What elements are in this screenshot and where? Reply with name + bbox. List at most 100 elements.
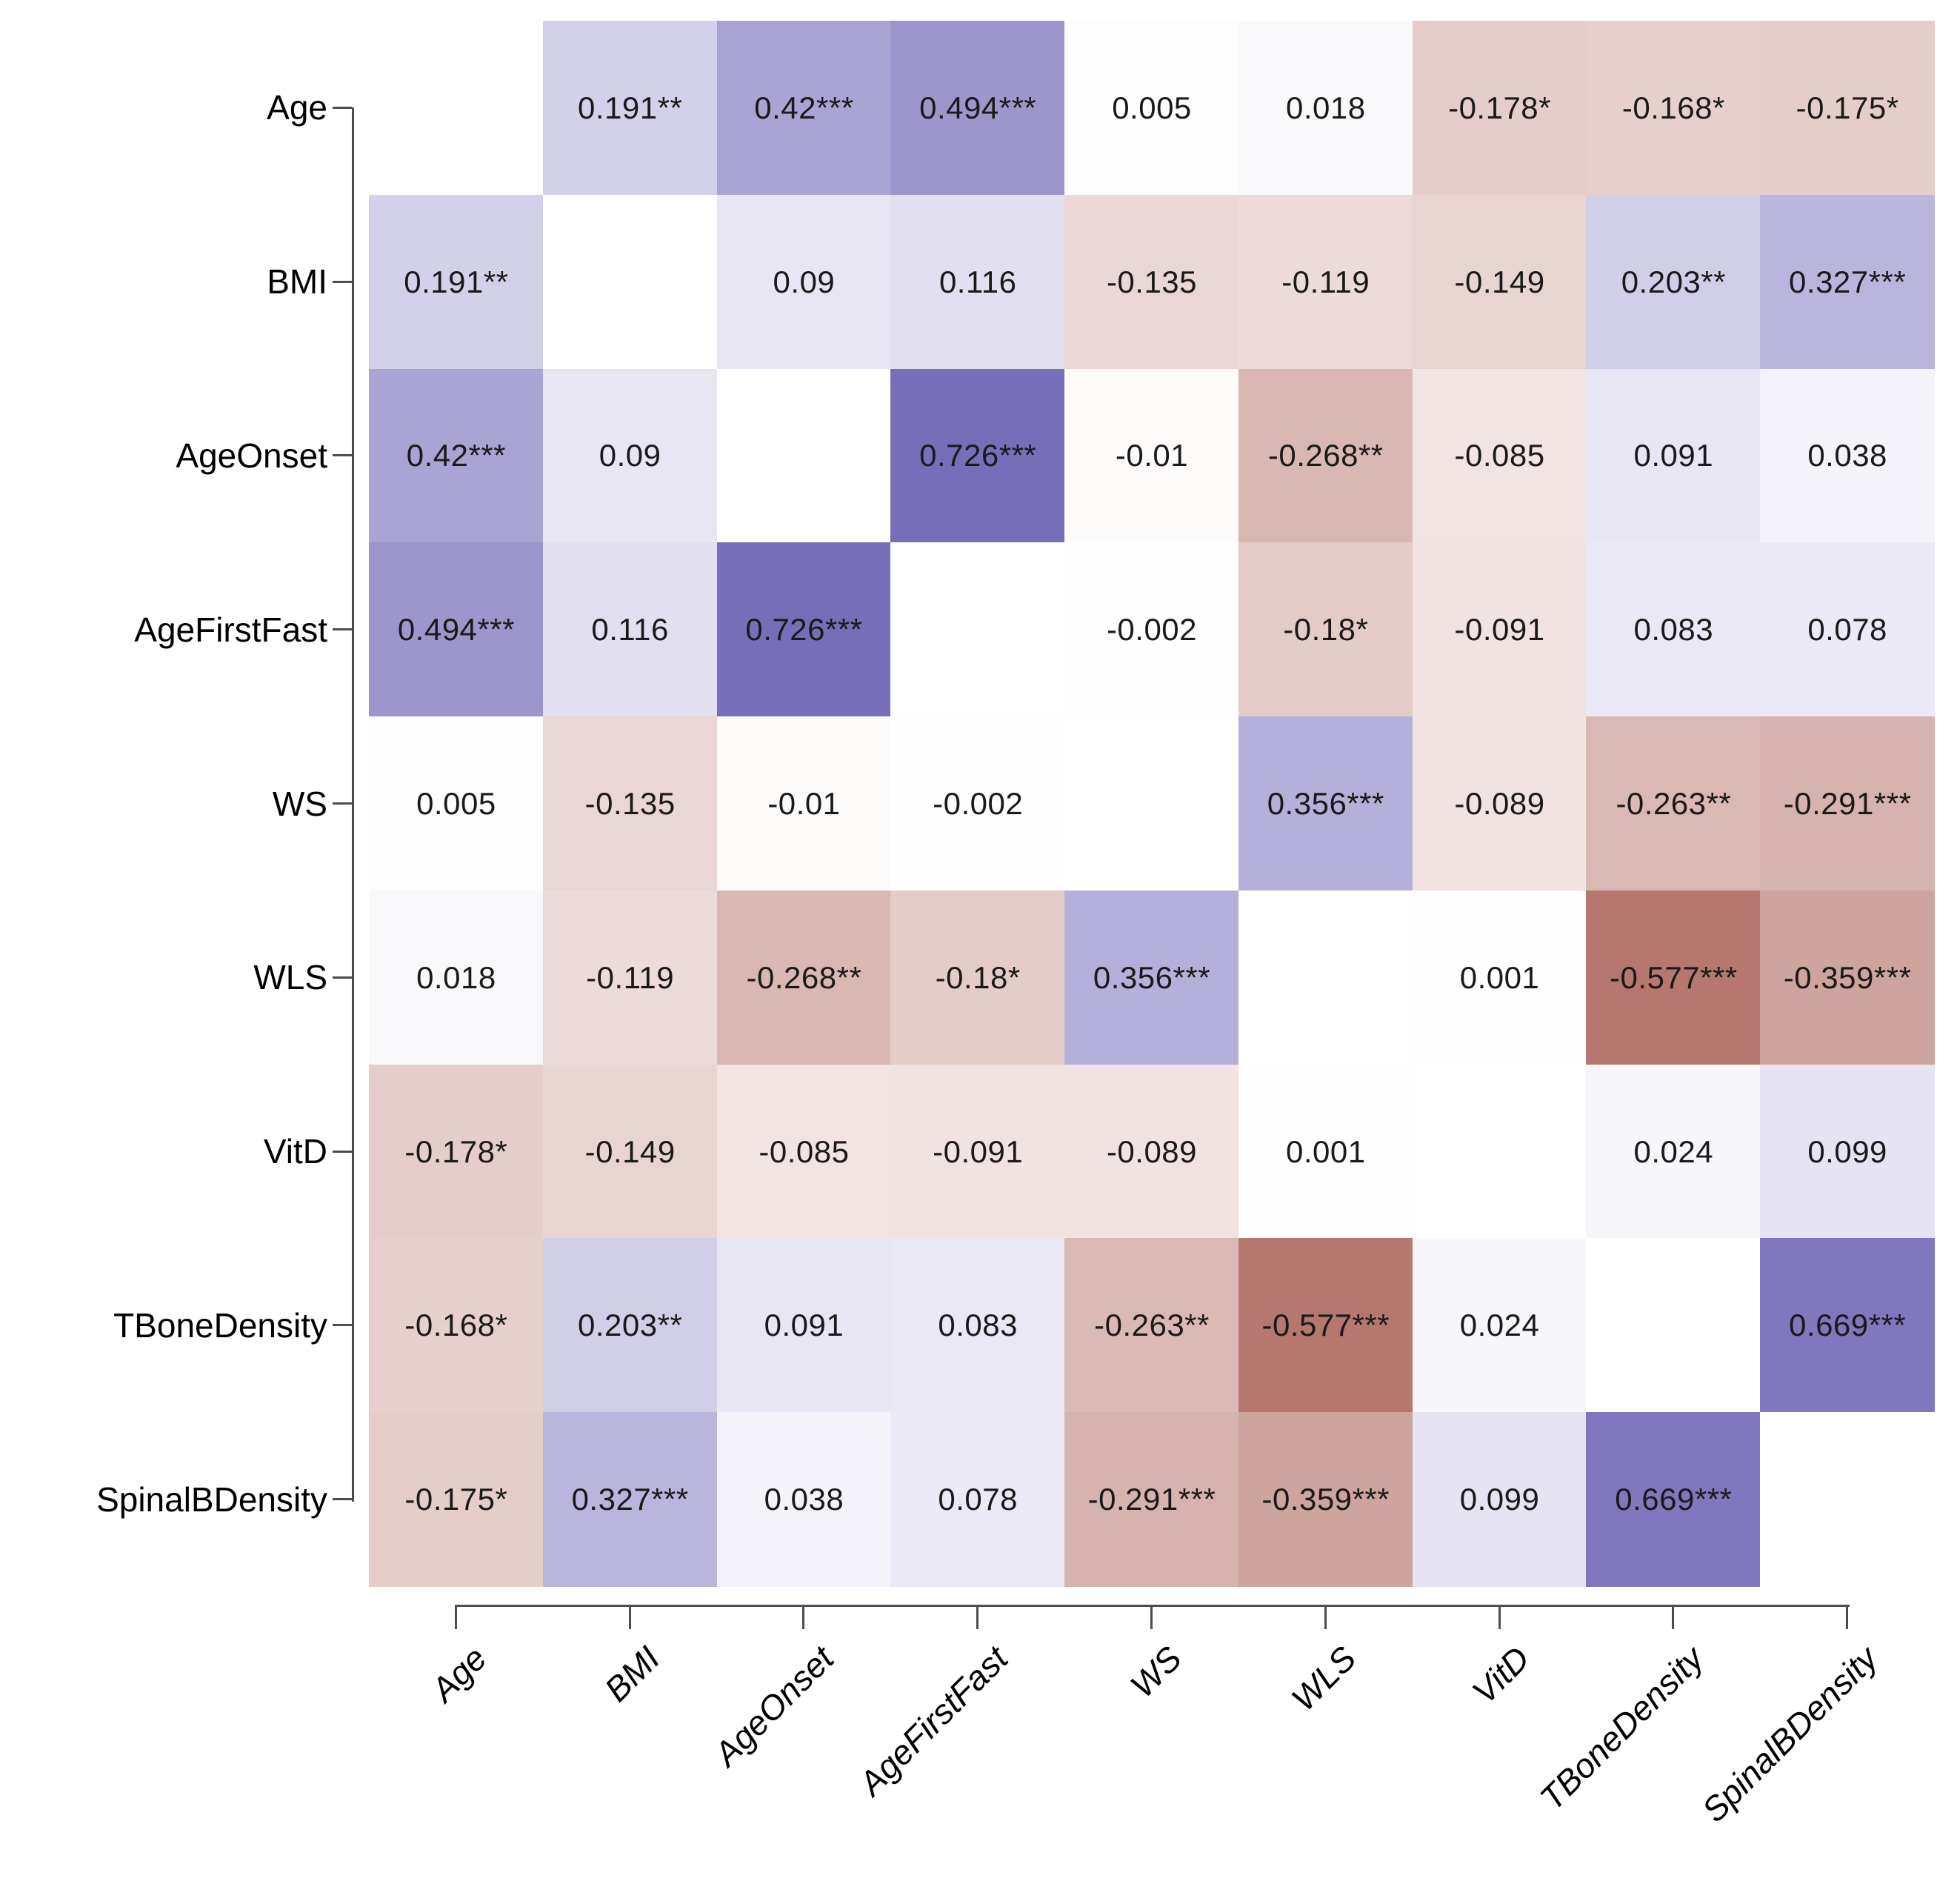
heatmap-cell: -0.268** <box>1238 368 1413 544</box>
correlation-value: 0.024 <box>1633 1134 1714 1169</box>
x-axis-tick <box>976 1605 979 1629</box>
heatmap-cell: 0.494*** <box>890 21 1066 196</box>
x-axis-label: AgeOnset <box>707 1639 841 1774</box>
correlation-value: 0.018 <box>1285 90 1366 125</box>
y-axis-label: WS <box>272 784 327 823</box>
x-axis-label: TBoneDensity <box>1532 1639 1711 1818</box>
correlation-value: 0.091 <box>1633 438 1714 473</box>
correlation-value: -0.175* <box>1796 90 1899 125</box>
heatmap-cell: 0.024 <box>1586 1064 1761 1239</box>
y-axis-line <box>352 107 354 1502</box>
y-axis-tick <box>333 280 352 283</box>
heatmap-cell: -0.01 <box>716 716 892 891</box>
correlation-value: -0.268** <box>1267 438 1384 473</box>
heatmap-cell: -0.359*** <box>1238 1412 1413 1587</box>
heatmap-cell: -0.089 <box>1064 1064 1239 1239</box>
correlation-value: 0.356*** <box>1093 959 1211 995</box>
heatmap-cell: 0.018 <box>1238 21 1413 196</box>
correlation-value: -0.168* <box>1621 90 1725 125</box>
y-axis-label: AgeFirstFast <box>134 610 327 649</box>
heatmap-cell: -0.149 <box>1412 194 1587 370</box>
heatmap-cell: 0.726*** <box>716 542 892 718</box>
heatmap-cell: -0.085 <box>1412 368 1587 544</box>
x-axis-label: Age <box>423 1639 494 1709</box>
heatmap-cell: 0.191** <box>369 194 544 370</box>
heatmap-cell: 0.099 <box>1412 1412 1587 1587</box>
heatmap-cell: 0.099 <box>1760 1064 1935 1239</box>
correlation-value: 0.099 <box>1807 1134 1887 1169</box>
correlation-value: -0.577*** <box>1261 1308 1390 1343</box>
correlation-value: -0.291*** <box>1087 1482 1216 1517</box>
x-axis-label: WS <box>1123 1639 1190 1705</box>
heatmap-cell: 0.42*** <box>716 21 892 196</box>
heatmap-grid: 0.191** 0.42*** 0.494*** 0.005 0.018 -0.178* -… <box>369 21 1935 1587</box>
heatmap-cell: 0.669*** <box>1586 1412 1761 1587</box>
heatmap-cell: -0.577*** <box>1586 890 1761 1065</box>
heatmap-cell: -0.291*** <box>1064 1412 1239 1587</box>
heatmap-cell <box>716 368 892 544</box>
correlation-value: 0.494*** <box>397 612 515 648</box>
heatmap-cell: 0.001 <box>1238 1064 1413 1239</box>
y-axis-tick <box>333 1498 352 1501</box>
heatmap-cell: 0.091 <box>1586 368 1761 544</box>
heatmap-cell: 0.09 <box>716 194 892 370</box>
heatmap-cell <box>1412 1064 1587 1239</box>
heatmap-cell: 0.078 <box>1760 542 1935 718</box>
heatmap-cell: 0.116 <box>542 542 718 718</box>
x-axis-tick <box>628 1605 631 1629</box>
heatmap-cell: -0.18* <box>1238 542 1413 718</box>
heatmap-cell: -0.119 <box>542 890 718 1065</box>
correlation-value: -0.263** <box>1094 1308 1210 1343</box>
heatmap-cell: -0.091 <box>1412 542 1587 718</box>
y-axis-label: Age <box>267 88 327 127</box>
heatmap-cell: 0.001 <box>1412 890 1587 1065</box>
correlation-value: -0.18* <box>935 959 1021 995</box>
correlation-value: -0.18* <box>1283 612 1369 648</box>
correlation-value: -0.119 <box>586 959 675 995</box>
x-axis-tick <box>802 1605 805 1629</box>
y-axis-label: BMI <box>267 262 327 302</box>
heatmap-cell: 0.083 <box>1586 542 1761 718</box>
correlation-value: 0.083 <box>938 1308 1018 1343</box>
x-axis-tick <box>1150 1605 1153 1629</box>
correlation-value: 0.005 <box>1112 90 1192 125</box>
x-axis-tick <box>454 1605 457 1629</box>
y-axis-label: SpinalBDensity <box>96 1479 327 1519</box>
correlation-value: 0.191** <box>578 90 683 125</box>
heatmap-cell: -0.178* <box>369 1064 544 1239</box>
correlation-value: 0.09 <box>599 438 661 473</box>
heatmap-cell <box>1760 1412 1935 1587</box>
correlation-value: -0.149 <box>584 1134 676 1169</box>
x-axis-tick <box>1324 1605 1327 1629</box>
heatmap-cell: -0.091 <box>890 1064 1066 1239</box>
correlation-value: 0.001 <box>1459 959 1540 995</box>
heatmap-cell: 0.024 <box>1412 1238 1587 1414</box>
heatmap-cell: -0.168* <box>1586 21 1761 196</box>
heatmap-cell: -0.085 <box>716 1064 892 1239</box>
x-axis-tick <box>1672 1605 1675 1629</box>
correlation-value: -0.268** <box>746 959 862 995</box>
correlation-value: -0.291*** <box>1783 785 1912 821</box>
y-axis-tick <box>333 628 352 631</box>
heatmap-cell: -0.263** <box>1586 716 1761 891</box>
correlation-value: 0.001 <box>1285 1134 1366 1169</box>
heatmap-cell: 0.669*** <box>1760 1238 1935 1414</box>
heatmap-cell: 0.191** <box>542 21 718 196</box>
correlation-value: 0.099 <box>1459 1482 1540 1517</box>
correlation-value: -0.091 <box>933 1134 1024 1169</box>
correlation-value: 0.726*** <box>745 612 863 648</box>
correlation-value: 0.018 <box>416 959 496 995</box>
heatmap-cell: 0.091 <box>716 1238 892 1414</box>
correlation-value: 0.083 <box>1633 612 1714 648</box>
heatmap-cell: 0.038 <box>716 1412 892 1587</box>
correlation-value: -0.178* <box>404 1134 508 1169</box>
heatmap-cell: 0.356*** <box>1064 890 1239 1065</box>
y-axis-label: WLS <box>253 958 327 997</box>
x-axis-label: SpinalBDensity <box>1694 1639 1885 1830</box>
correlation-value: 0.078 <box>938 1482 1018 1517</box>
y-axis-tick <box>333 976 352 979</box>
heatmap-cell: -0.175* <box>1760 21 1935 196</box>
heatmap-cell <box>1064 716 1239 891</box>
correlation-value: 0.327*** <box>571 1482 689 1517</box>
correlation-value: -0.359*** <box>1783 959 1912 995</box>
